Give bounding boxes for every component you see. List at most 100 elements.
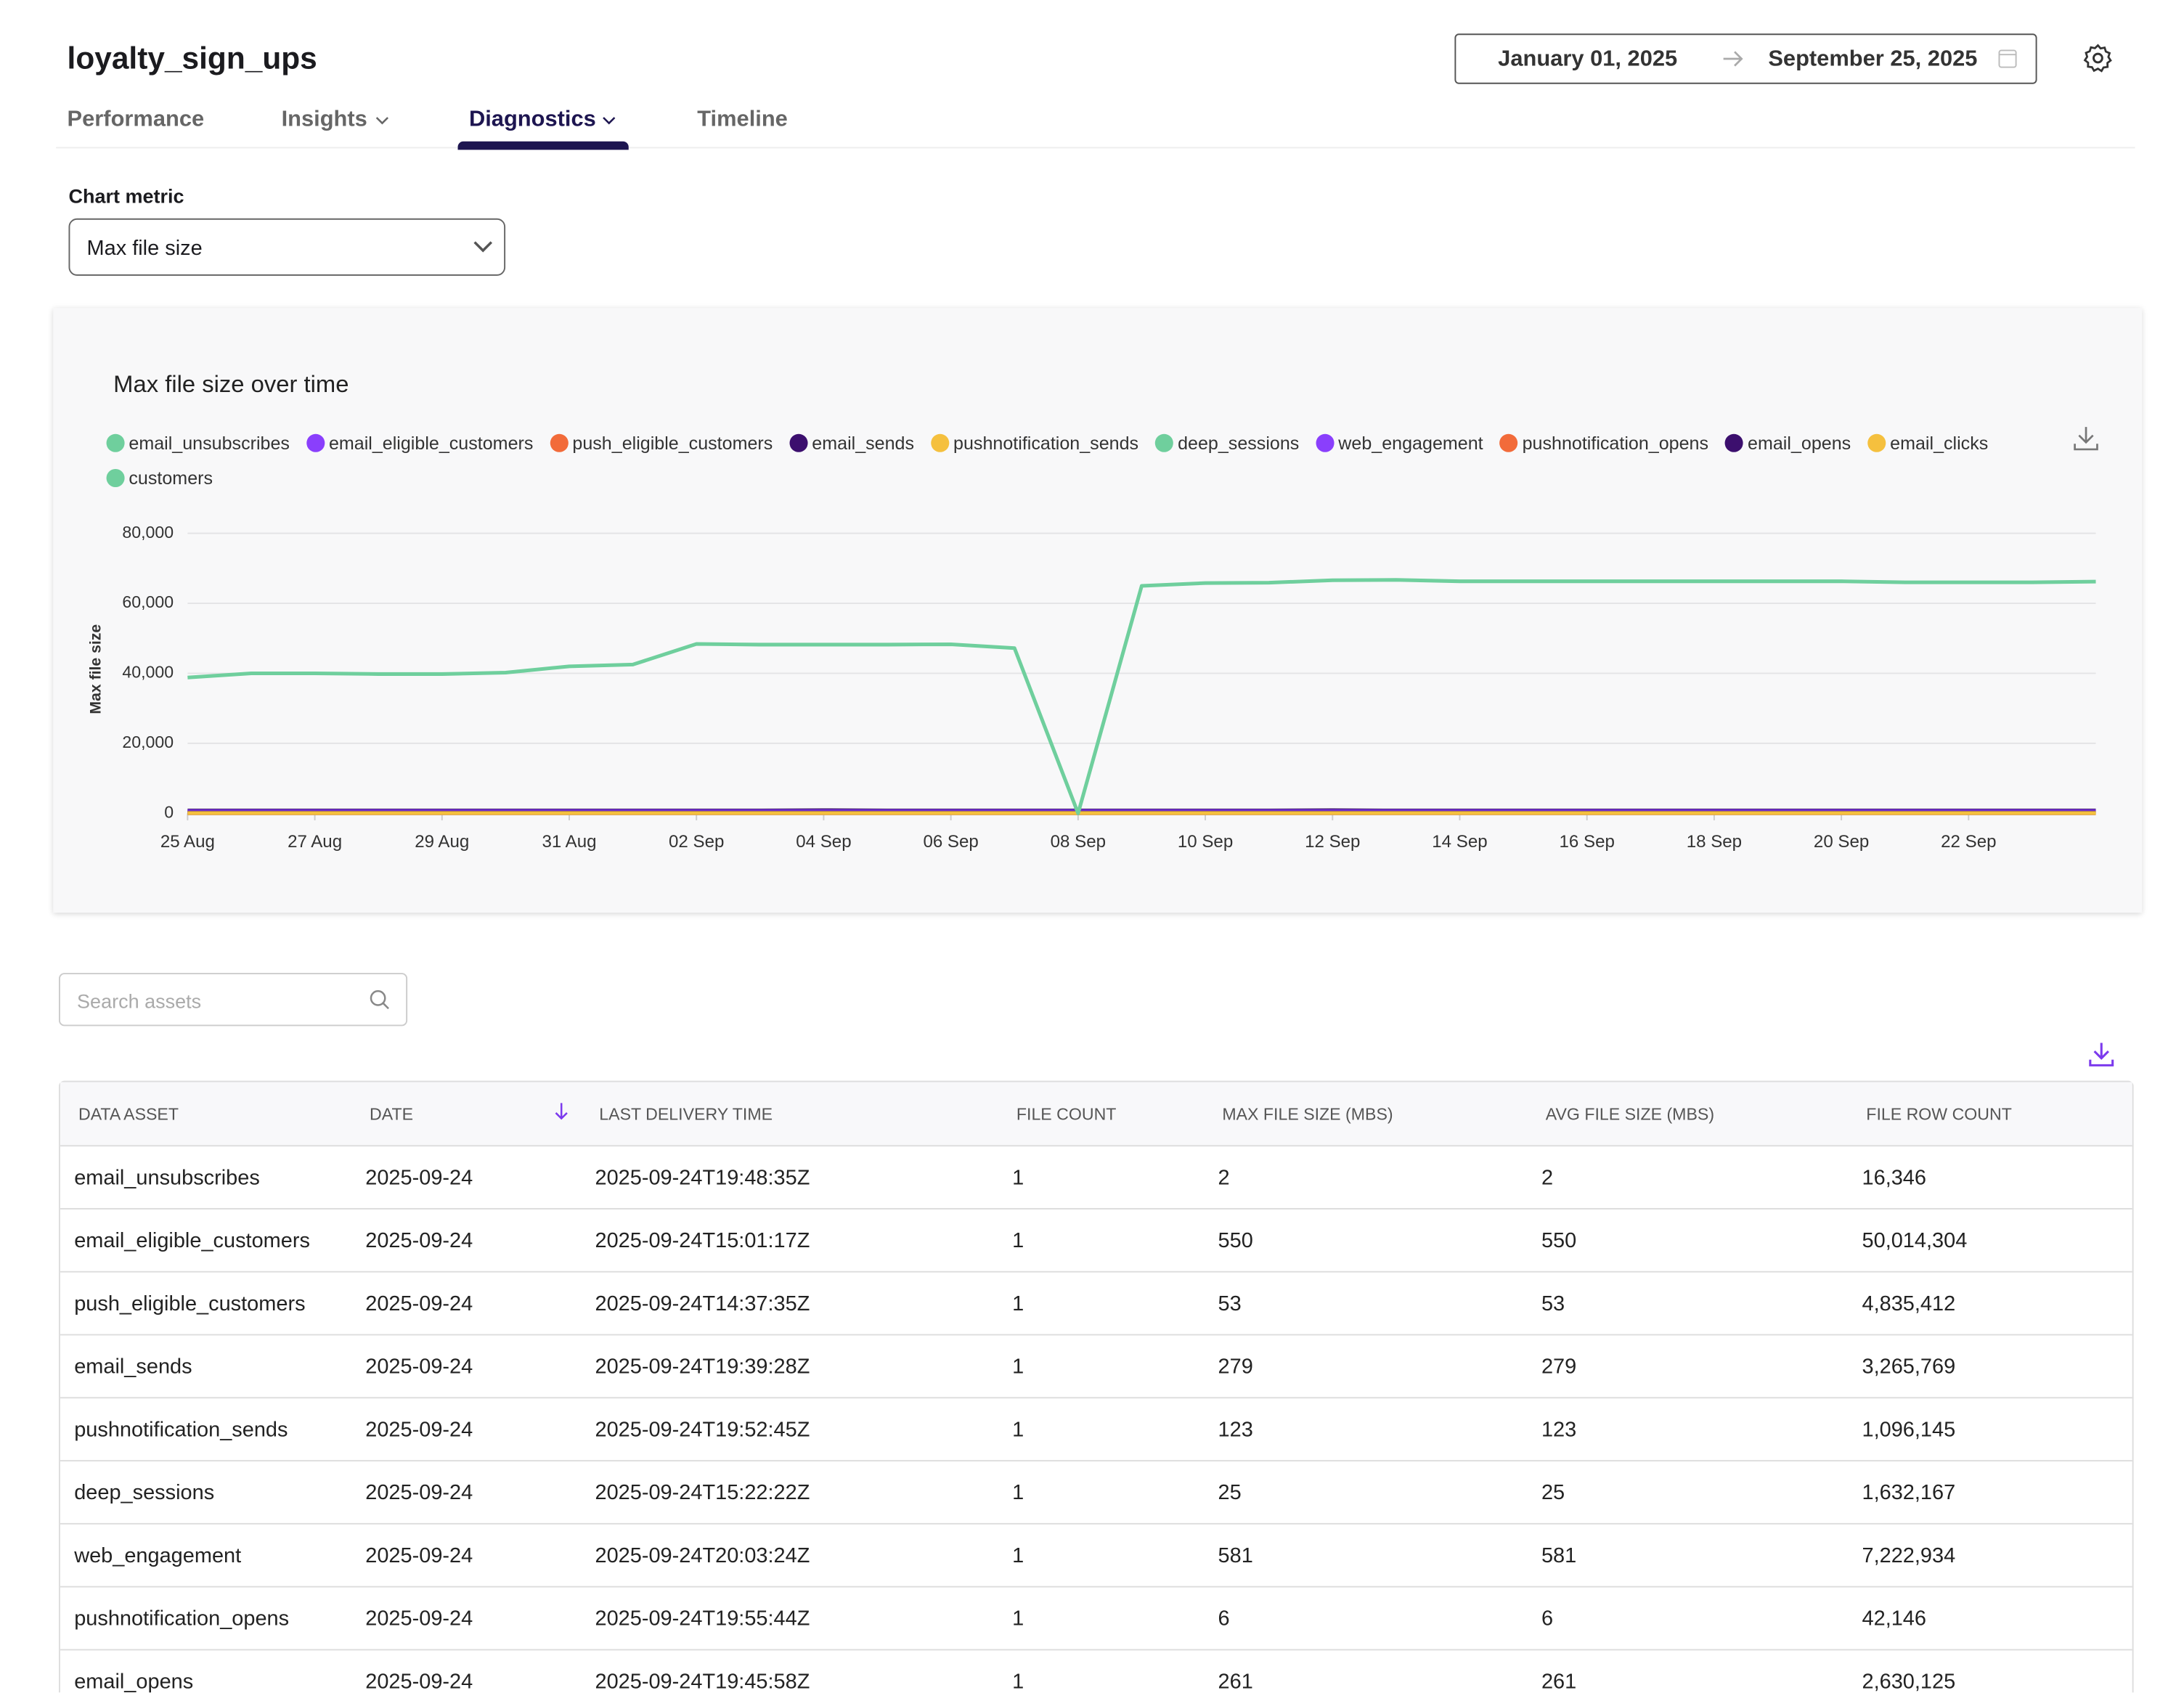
y-axis-label: Max file size — [88, 624, 105, 714]
column-header: FILE COUNT — [1016, 1104, 1117, 1124]
table-row: email_sends 2025-09-24 2025-09-24T19:39:28… — [60, 1336, 2132, 1399]
table-cell: 261 — [1541, 1670, 1576, 1692]
table-cell: 16,346 — [1862, 1166, 1926, 1190]
table-cell: 279 — [1218, 1355, 1253, 1379]
column-header: LAST DELIVERY TIME — [599, 1104, 773, 1124]
table-cell: 123 — [1218, 1418, 1253, 1442]
table-cell: email_sends — [74, 1355, 192, 1379]
table-cell: email_unsubscribes — [74, 1166, 260, 1190]
table-cell: 2025-09-24T14:37:35Z — [595, 1292, 810, 1316]
x-tick-label: 16 Sep — [1560, 832, 1615, 852]
table-cell: 1,096,145 — [1862, 1418, 1956, 1442]
table-row: email_opens2025-09-242025-09-24T19:45:58… — [60, 1650, 2132, 1692]
x-tick-label: 06 Sep — [923, 832, 978, 852]
column-header: AVG FILE SIZE (MBS) — [1546, 1104, 1714, 1124]
table-cell: 6 — [1218, 1607, 1230, 1631]
series-line — [187, 580, 2095, 814]
x-tick-label: 27 Aug — [288, 832, 342, 852]
table-cell: 2025-09-24 — [365, 1355, 473, 1379]
table-cell: 2025-09-24 — [365, 1481, 473, 1505]
table-cell: pushnotification_opens — [74, 1607, 289, 1631]
table-cell: 6 — [1541, 1607, 1553, 1631]
search-icon — [368, 988, 391, 1011]
table-cell: 50,014,304 — [1862, 1229, 1968, 1253]
x-tick-label: 14 Sep — [1432, 832, 1487, 852]
search-box[interactable]: Search assets — [59, 973, 407, 1026]
column-header: DATE — [370, 1104, 413, 1124]
chart: Max file size 020,00040,00060,00080,0002… — [0, 0, 2184, 924]
table-cell: 53 — [1541, 1292, 1565, 1316]
x-tick-label: 10 Sep — [1178, 832, 1233, 852]
x-tick-label: 25 Aug — [160, 832, 215, 852]
table-row: pushnotification_opens 2025-09-24 2025-09-… — [60, 1588, 2132, 1651]
table-cell: 2025-09-24T19:48:35Z — [595, 1166, 810, 1190]
sort-icon — [553, 1102, 570, 1129]
table-cell: 2025-09-24 — [365, 1418, 473, 1442]
table-cell: 1 — [1012, 1607, 1024, 1631]
table-cell: 2025-09-24T19:55:44Z — [595, 1607, 810, 1631]
table-cell: email_eligible_customers — [74, 1229, 310, 1253]
table-cell: 581 — [1218, 1544, 1253, 1568]
x-tick-label: 08 Sep — [1051, 832, 1106, 852]
table-cell: 53 — [1218, 1292, 1242, 1316]
table-cell: 1 — [1012, 1166, 1024, 1190]
x-tick-label: 18 Sep — [1687, 832, 1742, 852]
table-cell: 2025-09-24T15:01:17Z — [595, 1229, 810, 1253]
table-row: deep_sessions 2025-09-24 2025-09-24T15:22:… — [60, 1461, 2132, 1525]
table-cell: pushnotification_sends — [74, 1418, 288, 1442]
table-cell: 123 — [1541, 1418, 1576, 1442]
table-cell: 261 — [1218, 1670, 1253, 1692]
y-tick-label: 80,000 — [122, 523, 174, 542]
sort-arrow[interactable] — [553, 1102, 570, 1122]
table-row: pushnotification_sends 2025-09-24 2025-09-… — [60, 1398, 2132, 1461]
table-cell: 2025-09-24T19:52:45Z — [595, 1418, 810, 1442]
y-tick-label: 20,000 — [122, 733, 174, 751]
table-cell: 2025-09-24 — [365, 1607, 473, 1631]
x-tick-label: 02 Sep — [669, 832, 724, 852]
table-cell: 2025-09-24T19:39:28Z — [595, 1355, 810, 1379]
x-tick-label: 29 Aug — [415, 832, 469, 852]
table-cell: push_eligible_customers — [74, 1292, 305, 1316]
column-header: MAX FILE SIZE (MBS) — [1222, 1104, 1393, 1124]
x-tick-label: 22 Sep — [1941, 832, 1996, 852]
table-cell: 1 — [1012, 1418, 1024, 1442]
table-cell: 42,146 — [1862, 1607, 1926, 1631]
download-icon[interactable] — [2087, 1040, 2116, 1069]
table-cell: 550 — [1218, 1229, 1253, 1253]
table-cell: 2 — [1541, 1166, 1553, 1190]
table-cell: 550 — [1541, 1229, 1576, 1253]
table-cell: 1 — [1012, 1670, 1024, 1692]
column-header: FILE ROW COUNT — [1866, 1104, 2012, 1124]
table-cell: web_engagement — [74, 1544, 241, 1568]
table-cell: 4,835,412 — [1862, 1292, 1956, 1316]
table-cell: 581 — [1541, 1544, 1576, 1568]
table-cell: 1,632,167 — [1862, 1481, 1956, 1505]
y-tick-label: 40,000 — [122, 663, 174, 682]
table-cell: deep_sessions — [74, 1481, 214, 1505]
table-cell: 3,265,769 — [1862, 1355, 1956, 1379]
table-header: DATA ASSETDATELAST DELIVERY TIMEFILE COU… — [60, 1082, 2132, 1147]
table-cell: 1 — [1012, 1229, 1024, 1253]
table-cell: 2 — [1218, 1166, 1230, 1190]
table-cell: 2025-09-24 — [365, 1670, 473, 1692]
table-row: email_unsubscribes 2025-09-24 2025-09-24T1… — [60, 1146, 2132, 1209]
table-cell: 279 — [1541, 1355, 1576, 1379]
x-tick-label: 12 Sep — [1305, 832, 1360, 852]
table-cell: 1 — [1012, 1544, 1024, 1568]
table-cell: 1 — [1012, 1292, 1024, 1316]
x-tick-label: 20 Sep — [1814, 832, 1869, 852]
search-placeholder: Search assets — [77, 990, 201, 1012]
table-cell: 2025-09-24 — [365, 1166, 473, 1190]
table-cell: 1 — [1012, 1355, 1024, 1379]
table-cell: 1 — [1012, 1481, 1024, 1505]
table-cell: 2025-09-24T20:03:24Z — [595, 1544, 810, 1568]
table-row: web_engagement 2025-09-24 2025-09-24T20:03… — [60, 1525, 2132, 1588]
table-row: email_eligible_customers2025-09-242025-0… — [60, 1209, 2132, 1273]
table-cell: 2025-09-24T15:22:22Z — [595, 1481, 810, 1505]
y-tick-label: 60,000 — [122, 592, 174, 611]
table-row: push_eligible_customers2025-09-242025-09… — [60, 1273, 2132, 1336]
table-cell: 25 — [1218, 1481, 1242, 1505]
table-cell: 2025-09-24 — [365, 1544, 473, 1568]
